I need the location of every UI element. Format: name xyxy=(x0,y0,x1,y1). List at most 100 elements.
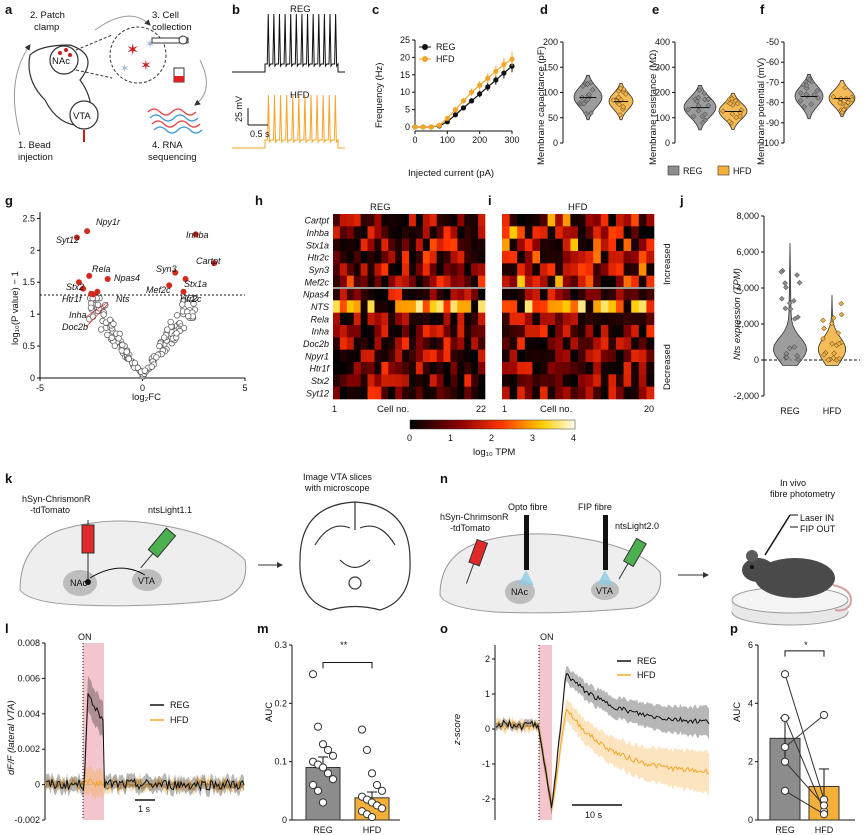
heatmap-cell xyxy=(638,349,647,363)
heatmap-cell xyxy=(471,275,479,289)
o-legend-reg: REG xyxy=(637,656,657,666)
violin-point xyxy=(720,108,726,115)
violin-point xyxy=(842,84,849,91)
g-ytick-label: 2 xyxy=(30,245,35,255)
o-legend-hfd: HFD xyxy=(637,670,656,680)
heatmap-cell xyxy=(422,288,431,301)
p-sig-bracket xyxy=(784,650,825,657)
c-ylabel: Frequency (Hz) xyxy=(374,63,385,128)
c-ytick-label: 10 xyxy=(400,87,410,97)
p-pair-line xyxy=(784,761,825,806)
heatmap-cell xyxy=(547,251,556,264)
n-fipout: FIP OUT xyxy=(800,524,836,534)
j-point xyxy=(838,311,845,318)
step-rna: 4. RNA xyxy=(152,140,183,151)
heatmap-cell xyxy=(600,275,609,289)
heatmap-gene-NTS: NTS xyxy=(311,302,329,312)
heatmap-cell xyxy=(532,386,541,400)
violin-point xyxy=(617,111,623,118)
heatmap-cell xyxy=(616,288,624,301)
heatmap-cell xyxy=(402,349,410,363)
heatmap-cell xyxy=(409,288,417,301)
heatmap-cell xyxy=(353,312,361,326)
c-point xyxy=(420,124,426,130)
heatmap-cell xyxy=(509,288,518,301)
heatmap-cell xyxy=(471,263,479,276)
heatmap-cell xyxy=(415,337,424,350)
heatmap-cell xyxy=(570,288,579,301)
heatmap-cell xyxy=(333,214,341,227)
heatmap-cell xyxy=(638,300,647,313)
panel-b: b REG HFD 25 mV 0.5 s xyxy=(232,2,345,149)
heatmap-cell xyxy=(333,226,341,239)
j-point xyxy=(782,305,789,312)
heatmap-cell xyxy=(517,275,526,289)
heatmap-cell xyxy=(388,288,396,301)
heatmap-cell xyxy=(517,226,526,239)
l-legend-hfd: HFD xyxy=(170,715,189,725)
heatmap-cell xyxy=(638,374,647,387)
m-ytick-label: 0.3 xyxy=(274,640,287,650)
mouse-on-platform-icon xyxy=(731,514,852,626)
heatmap-cell xyxy=(562,312,571,326)
heatmap-cell xyxy=(646,312,655,326)
j-ylabel: Nts expression (TPM) xyxy=(732,268,743,360)
heatmap-cell xyxy=(631,226,640,239)
heatmap-cell xyxy=(616,251,624,264)
heatmap-cell xyxy=(443,312,451,326)
heatmap-cell xyxy=(436,214,444,227)
heatmap-cell xyxy=(646,263,655,276)
heatmap-cell xyxy=(402,312,410,326)
violin-ytick-label: 0 xyxy=(553,138,558,148)
heatmap-cell xyxy=(532,214,541,227)
heatmap-cell xyxy=(395,325,403,338)
panel-label-d: d xyxy=(540,2,548,17)
c-point xyxy=(485,84,491,90)
panel-label-f: f xyxy=(760,2,765,17)
heatmap-cell xyxy=(623,238,632,252)
vta-circle xyxy=(69,100,99,130)
heatmap-cell xyxy=(540,226,548,239)
heatmap-cell xyxy=(367,226,375,239)
panel-m: m AUC ** 0 0.1 0.2 0.3 REG HFD xyxy=(257,621,400,835)
heatmap-cell xyxy=(562,386,571,400)
heatmap-cell xyxy=(388,275,396,289)
j-point xyxy=(791,316,798,322)
c-point xyxy=(460,105,467,111)
heatmap-cell xyxy=(333,238,341,252)
heatmap-cell xyxy=(555,275,564,289)
g-gene-label-Syn3: Syn3 xyxy=(156,264,177,274)
heatmap-cell xyxy=(547,362,556,375)
violin-ytick-label: -80 xyxy=(766,98,779,108)
heatmap-cell xyxy=(422,263,431,276)
heatmap-cell xyxy=(555,263,564,276)
heatmap-cell xyxy=(374,374,382,387)
heatmap-cell xyxy=(570,325,579,338)
heatmap-cell xyxy=(600,251,609,264)
heatmap-cell xyxy=(600,214,609,227)
g-gene-point xyxy=(148,363,155,370)
g-ytick-label: 1.5 xyxy=(22,277,35,287)
m-point xyxy=(357,725,367,734)
heatmap-cell xyxy=(585,349,594,363)
heatmap-cell xyxy=(638,275,647,289)
heatmap-cell xyxy=(570,362,579,375)
heatmap-cell xyxy=(339,263,348,276)
heatmap-cell xyxy=(540,288,548,301)
heatmap-cell xyxy=(333,288,341,301)
violin-point xyxy=(814,87,820,94)
h-xlabel: Cell no. xyxy=(377,404,409,415)
heatmap-cell xyxy=(381,362,389,375)
heatmap-cell xyxy=(616,362,624,375)
heatmap-cell xyxy=(333,374,341,387)
heatmap-cell xyxy=(409,226,417,239)
heatmap-cell xyxy=(443,263,451,276)
heatmap-cell xyxy=(524,214,533,227)
j-ytick-label: -2,000 xyxy=(733,391,759,401)
c-ytick-label: 15 xyxy=(400,70,410,80)
c-ytick-label: 0 xyxy=(405,122,410,132)
p-pair-line xyxy=(784,717,825,812)
heatmap-cell xyxy=(478,288,486,301)
g-sig-point xyxy=(86,272,93,279)
heatmap-cell xyxy=(555,362,564,375)
